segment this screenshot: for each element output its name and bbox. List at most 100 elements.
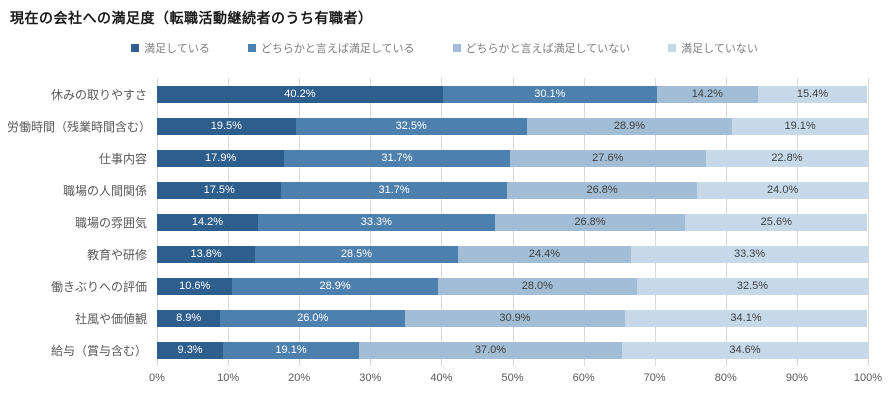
x-axis-tick-label: 20% bbox=[288, 372, 311, 384]
stacked-bar: 14.2% 33.3% 26.8% 25.6% bbox=[157, 213, 868, 231]
bar-segment: 10.6% bbox=[157, 277, 233, 295]
stacked-bar: 8.9% 26.0% 30.9% 34.1% bbox=[157, 309, 868, 327]
chart-row: 職場の雰囲気 14.2% 33.3% 26.8% 25.6% bbox=[75, 206, 868, 238]
bar-value-label: 17.9% bbox=[205, 152, 237, 164]
legend-item: 満足している bbox=[131, 40, 210, 56]
chart-row: 教育や研修 13.8% 28.5% 24.4% 33.3% bbox=[87, 238, 868, 270]
bar-segment: 14.2% bbox=[157, 213, 258, 231]
x-axis-tick-label: 80% bbox=[714, 372, 737, 384]
bar-segment: 13.8% bbox=[157, 245, 256, 263]
bar-value-label: 14.2% bbox=[191, 216, 224, 228]
bar-segment: 34.6% bbox=[621, 341, 868, 359]
stacked-bar: 10.6% 28.9% 28.0% 32.5% bbox=[157, 277, 868, 295]
bar-value-label: 26.0% bbox=[297, 312, 329, 324]
chart-row: 労働時間（残業時間含む） 19.5% 32.5% 28.9% 19.1% bbox=[7, 110, 868, 142]
legend-item: どちらかと言えば満足していない bbox=[452, 40, 630, 56]
bar-segment: 28.5% bbox=[255, 245, 458, 263]
gridline bbox=[868, 78, 869, 366]
bar-segment: 14.2% bbox=[656, 85, 758, 103]
bar-segment: 28.9% bbox=[232, 277, 438, 295]
bar-segment: 32.5% bbox=[295, 117, 527, 135]
bar-value-label: 28.5% bbox=[340, 248, 373, 260]
bar-value-label: 34.6% bbox=[729, 344, 761, 356]
bar-value-label: 33.3% bbox=[733, 248, 766, 260]
stacked-bar: 17.5% 31.7% 26.8% 24.0% bbox=[157, 181, 868, 199]
legend-swatch-icon bbox=[247, 44, 256, 52]
legend-label: 満足している bbox=[144, 43, 210, 55]
bar-segment: 26.8% bbox=[506, 181, 698, 199]
category-label: 休みの取りやすさ bbox=[50, 87, 147, 102]
bar-value-label: 28.0% bbox=[521, 280, 553, 292]
legend-item: 満足していない bbox=[668, 40, 758, 56]
stacked-bar: 17.9% 31.7% 27.6% 22.8% bbox=[157, 149, 868, 167]
bar-segment: 19.1% bbox=[732, 117, 868, 135]
chart-row: 給与（賞与含む） 9.3% 19.1% 37.0% 34.6% bbox=[51, 334, 868, 366]
bar-value-label: 17.5% bbox=[203, 184, 235, 196]
x-axis-tick-label: 0% bbox=[149, 372, 165, 384]
chart-row: 仕事内容 17.9% 31.7% 27.6% 22.8% bbox=[99, 142, 868, 174]
bar-segment: 30.9% bbox=[405, 309, 625, 327]
bar-value-label: 30.9% bbox=[499, 312, 531, 324]
category-label: 職場の雰囲気 bbox=[74, 215, 147, 230]
bar-segment: 17.5% bbox=[157, 181, 282, 199]
chart-row: 社風や価値観 8.9% 26.0% 30.9% 34.1% bbox=[75, 302, 868, 334]
x-axis-tick-label: 70% bbox=[643, 372, 666, 384]
bar-segment: 27.6% bbox=[509, 149, 706, 167]
bar-value-label: 10.6% bbox=[179, 280, 211, 292]
bar-value-label: 32.5% bbox=[395, 120, 427, 132]
bar-segment: 34.1% bbox=[624, 309, 868, 327]
stacked-bar: 13.8% 28.5% 24.4% 33.3% bbox=[157, 245, 868, 263]
legend-swatch-icon bbox=[668, 44, 677, 52]
bar-segment: 40.2% bbox=[157, 85, 443, 103]
bar-segment: 15.4% bbox=[757, 85, 868, 103]
bar-value-label: 19.5% bbox=[210, 120, 242, 132]
bar-segment: 30.1% bbox=[442, 85, 657, 103]
plot-area: 休みの取りやすさ 40.2% 30.1% 14.2% 15.4% 労働時間（残業時間含む）… bbox=[7, 78, 869, 366]
category-label: 働きぶりへの評価 bbox=[50, 279, 147, 294]
bar-value-label: 14.2% bbox=[691, 88, 723, 100]
bar-segment: 17.9% bbox=[157, 149, 285, 167]
bar-segment: 22.8% bbox=[705, 149, 868, 167]
category-label: 仕事内容 bbox=[98, 151, 147, 166]
stacked-bar: 40.2% 30.1% 14.2% 15.4% bbox=[157, 85, 868, 103]
bar-segment: 31.7% bbox=[284, 149, 510, 167]
bar-value-label: 40.2% bbox=[284, 88, 316, 100]
chart-title: 現在の会社への満足度（転職活動継続者のうち有職者） bbox=[10, 10, 373, 26]
bar-value-label: 33.3% bbox=[360, 216, 392, 228]
bar-value-label: 34.1% bbox=[730, 312, 762, 324]
bar-segment: 26.8% bbox=[494, 213, 686, 231]
x-axis-tick-label: 50% bbox=[501, 372, 524, 384]
legend-label: どちらかと言えば満足している bbox=[260, 43, 415, 55]
legend-swatch-icon bbox=[131, 44, 140, 52]
legend-item: どちらかと言えば満足している bbox=[247, 40, 415, 56]
bar-segment: 32.5% bbox=[636, 277, 868, 295]
bar-segment: 28.0% bbox=[437, 277, 637, 295]
bar-value-label: 27.6% bbox=[592, 152, 624, 164]
category-label: 教育や研修 bbox=[86, 247, 147, 262]
bar-value-label: 22.8% bbox=[771, 152, 803, 164]
bar-value-label: 31.7% bbox=[378, 184, 410, 196]
bar-segment: 33.3% bbox=[257, 213, 495, 231]
bar-segment: 31.7% bbox=[281, 181, 507, 199]
bar-segment: 8.9% bbox=[157, 309, 221, 327]
bar-segment: 9.3% bbox=[157, 341, 224, 359]
bar-segment: 24.4% bbox=[457, 245, 632, 263]
chart-row: 職場の人間関係 17.5% 31.7% 26.8% 24.0% bbox=[63, 174, 868, 206]
x-axis: 0% 10% 20% 30% 40% 50% 60% 70% 80% 90% 100% bbox=[149, 372, 882, 388]
bar-value-label: 32.5% bbox=[736, 280, 769, 292]
stacked-bar: 19.5% 32.5% 28.9% 19.1% bbox=[157, 117, 868, 135]
chart-row: 休みの取りやすさ 40.2% 30.1% 14.2% 15.4% bbox=[51, 78, 868, 110]
bar-segment: 25.6% bbox=[685, 213, 868, 231]
bar-value-label: 37.0% bbox=[474, 344, 507, 356]
legend-label: 満足していない bbox=[681, 43, 758, 55]
bar-value-label: 26.8% bbox=[574, 216, 606, 228]
x-axis-tick-label: 90% bbox=[785, 372, 808, 384]
legend-swatch-icon bbox=[452, 44, 461, 52]
bar-value-label: 28.9% bbox=[319, 280, 351, 292]
x-axis-tick-label: 100% bbox=[853, 372, 883, 384]
x-axis-tick-label: 10% bbox=[217, 372, 240, 384]
bar-segment: 28.9% bbox=[526, 117, 733, 135]
bar-value-label: 19.1% bbox=[275, 344, 307, 356]
bar-segment: 19.1% bbox=[223, 341, 359, 359]
